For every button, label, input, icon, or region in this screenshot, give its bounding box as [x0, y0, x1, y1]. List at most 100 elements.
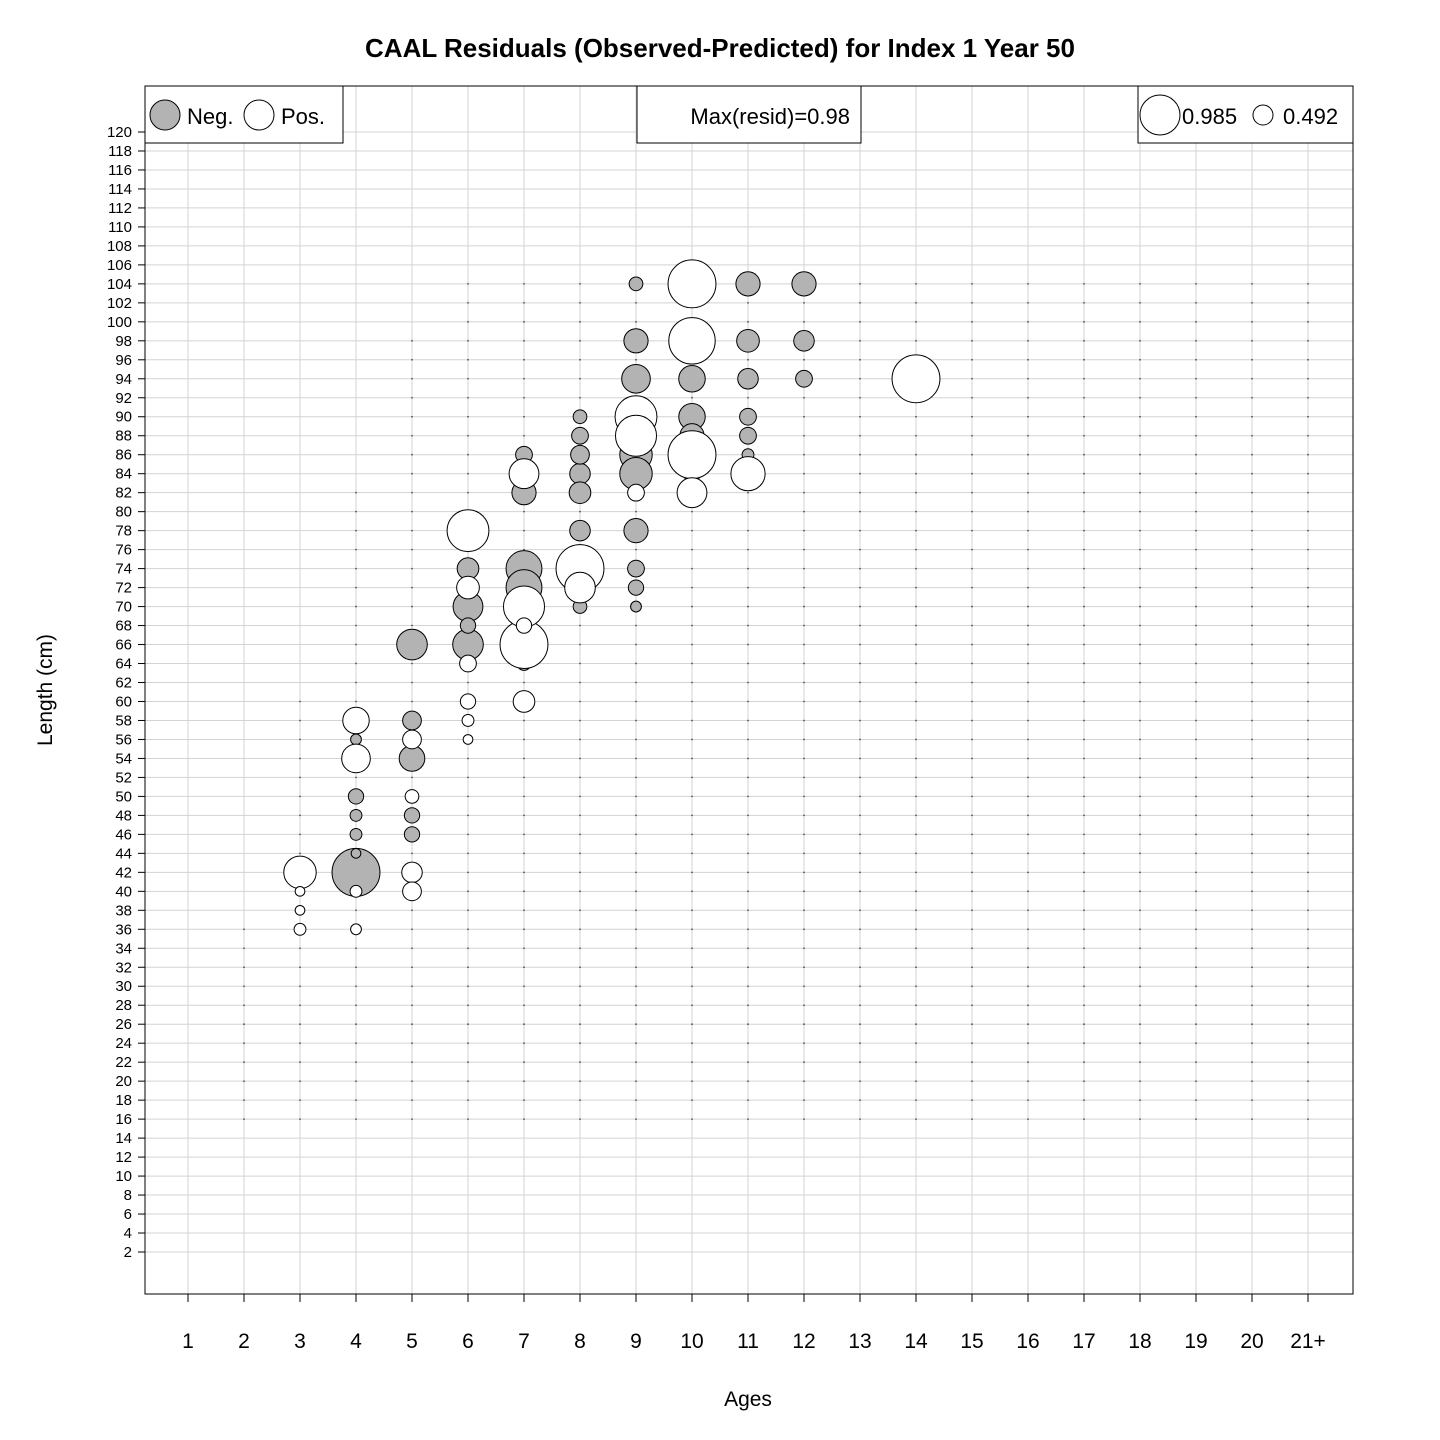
y-tick-label: 32	[115, 959, 132, 976]
residual-dot-zero	[691, 605, 693, 608]
residual-dot-zero	[1307, 301, 1309, 304]
residual-dot-zero	[1139, 890, 1141, 893]
residual-dot-zero	[1307, 1004, 1309, 1007]
residual-dot-zero	[355, 662, 357, 665]
residual-dot-zero	[915, 814, 917, 817]
y-tick-label: 88	[115, 428, 132, 445]
residual-dot-zero	[859, 624, 861, 627]
residual-dot-zero	[1307, 757, 1309, 760]
residual-bubble-pos	[614, 414, 658, 457]
residual-dot-zero	[859, 339, 861, 342]
residual-dot-zero	[803, 358, 805, 361]
residual-dot-zero	[355, 1042, 357, 1045]
y-tick-label: 50	[115, 788, 132, 805]
residual-dot-zero	[1251, 985, 1253, 988]
residual-dot-zero	[1083, 434, 1085, 437]
residual-dot-zero	[1251, 1023, 1253, 1026]
residual-dot-zero	[1083, 358, 1085, 361]
residual-dot-zero	[523, 909, 525, 912]
residual-dot-zero	[1307, 567, 1309, 570]
residual-dot-zero	[1307, 396, 1309, 399]
residual-bubble-neg	[570, 444, 590, 465]
y-tick-label: 14	[115, 1130, 132, 1147]
residual-dot-zero	[1083, 320, 1085, 323]
residual-dot-zero	[915, 890, 917, 893]
y-tick-label: 48	[115, 807, 132, 824]
residual-dot-zero	[1307, 491, 1309, 494]
residual-dot-zero	[803, 833, 805, 836]
residual-dot-zero	[579, 947, 581, 950]
x-tick-label: 12	[792, 1330, 815, 1353]
residual-dot-zero	[691, 1118, 693, 1121]
residual-bubble-pos	[404, 789, 420, 804]
residual-dot-zero	[1083, 1004, 1085, 1007]
residual-dot-zero	[971, 548, 973, 551]
residual-dot-zero	[579, 852, 581, 855]
residual-dot-zero	[1251, 966, 1253, 969]
residual-dot-zero	[691, 510, 693, 513]
residual-dot-zero	[411, 434, 413, 437]
residual-dot-zero	[1307, 814, 1309, 817]
y-tick-label: 70	[115, 599, 132, 616]
residual-dot-zero	[1139, 1080, 1141, 1083]
residual-dot-zero	[1083, 567, 1085, 570]
y-tick-label: 10	[115, 1168, 132, 1185]
y-tick-label: 108	[107, 238, 132, 255]
residual-dot-zero	[1251, 738, 1253, 741]
residual-dot-zero	[1251, 624, 1253, 627]
y-tick-label: 24	[115, 1035, 132, 1052]
residual-bubble-neg	[737, 368, 759, 390]
residual-dot-zero	[915, 510, 917, 513]
residual-dot-zero	[803, 1023, 805, 1026]
residual-dot-zero	[1251, 681, 1253, 684]
residual-dot-zero	[1139, 966, 1141, 969]
residual-dot-zero	[859, 738, 861, 741]
residual-dot-zero	[747, 510, 749, 513]
residual-dot-zero	[1251, 852, 1253, 855]
residual-dot-zero	[1195, 548, 1197, 551]
residual-dot-zero	[1027, 814, 1029, 817]
residual-dot-zero	[971, 434, 973, 437]
residual-dot-zero	[523, 339, 525, 342]
residual-dot-zero	[747, 529, 749, 532]
residual-dot-zero	[747, 966, 749, 969]
residual-dot-zero	[1195, 586, 1197, 589]
residual-dot-zero	[1251, 1042, 1253, 1045]
residual-dot-zero	[971, 282, 973, 285]
residual-dot-zero	[1139, 776, 1141, 779]
residual-dot-zero	[1083, 1061, 1085, 1064]
residual-dot-zero	[1251, 871, 1253, 874]
y-tick-label: 16	[115, 1111, 132, 1128]
residual-dot-zero	[411, 491, 413, 494]
residual-dot-zero	[523, 529, 525, 532]
residual-dot-zero	[747, 301, 749, 304]
residual-dot-zero	[635, 852, 637, 855]
residual-dot-zero	[971, 586, 973, 589]
residual-dot-zero	[1027, 852, 1029, 855]
y-tick-label: 96	[115, 352, 132, 369]
residual-dot-zero	[523, 1080, 525, 1083]
residual-dot-zero	[411, 396, 413, 399]
residual-dot-zero	[1083, 301, 1085, 304]
residual-dot-zero	[411, 339, 413, 342]
residual-dot-zero	[747, 662, 749, 665]
residual-dot-zero	[1251, 1004, 1253, 1007]
residual-dot-zero	[1083, 985, 1085, 988]
residual-dot-zero	[1139, 909, 1141, 912]
residual-dot-zero	[1027, 529, 1029, 532]
residual-dot-zero	[1083, 643, 1085, 646]
residual-dot-zero	[1083, 1023, 1085, 1026]
residual-dot-zero	[467, 928, 469, 931]
y-tick-label: 64	[115, 656, 132, 673]
residual-dot-zero	[747, 586, 749, 589]
residual-dot-zero	[915, 1042, 917, 1045]
residual-dot-zero	[915, 966, 917, 969]
y-tick-label: 52	[115, 769, 132, 786]
residual-dot-zero	[243, 985, 245, 988]
residual-dot-zero	[635, 890, 637, 893]
residual-dot-zero	[1195, 415, 1197, 418]
residual-dot-zero	[1083, 510, 1085, 513]
y-tick-label: 104	[107, 276, 132, 293]
residual-dot-zero	[859, 1080, 861, 1083]
residual-dot-zero	[579, 776, 581, 779]
